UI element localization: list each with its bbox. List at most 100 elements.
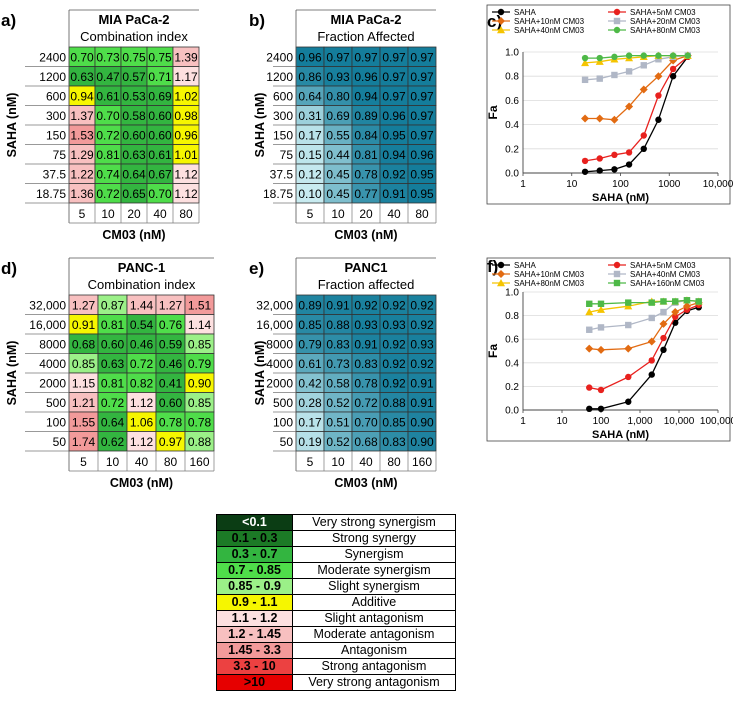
col-label: 10 — [331, 455, 345, 469]
row-label: 600 — [273, 89, 293, 103]
legend-description: Moderate synergism — [292, 562, 456, 579]
cell-value: 0.65 — [122, 187, 146, 201]
x-axis-label: CM03 (nM) — [110, 476, 173, 490]
data-point — [586, 326, 593, 333]
legend-label: SAHA+10nM CM03 — [514, 17, 585, 26]
legend-row: 1.45 - 3.3 Antagonism — [216, 642, 456, 659]
cell-value: 1.22 — [70, 167, 94, 181]
cell-value: 0.84 — [354, 128, 378, 142]
legend-description: Slight antagonism — [292, 610, 456, 627]
col-label: 5 — [80, 455, 87, 469]
row-label: 150 — [273, 128, 293, 142]
cell-value: 0.70 — [70, 50, 94, 64]
cell-value: 0.17 — [298, 415, 322, 429]
row-label: 32,000 — [256, 298, 293, 312]
col-label: 5 — [307, 455, 314, 469]
cell-value: 0.61 — [298, 357, 322, 371]
cell-value: 0.91 — [326, 298, 350, 312]
col-label: 80 — [179, 207, 193, 221]
cell-value: 0.75 — [122, 50, 146, 64]
y-axis-label: SAHA (nM) — [5, 93, 19, 158]
cell-value: 1.15 — [72, 376, 96, 390]
cell-value: 0.10 — [298, 187, 322, 201]
cell-value: 0.94 — [382, 148, 406, 162]
cell-value: 0.91 — [382, 187, 406, 201]
legend-description: Strong antagonism — [292, 658, 456, 675]
cell-value: 0.85 — [188, 337, 212, 351]
cell-value: 0.97 — [382, 70, 406, 84]
data-point — [660, 346, 667, 354]
y-tick-label: 0.2 — [505, 144, 519, 155]
cell-value: 0.60 — [159, 396, 183, 410]
data-point — [497, 270, 505, 278]
data-point — [625, 321, 632, 329]
col-label: 20 — [127, 207, 141, 221]
table-subtitle: Fraction affected — [318, 277, 415, 292]
cell-value: 0.93 — [382, 318, 406, 332]
data-point — [497, 17, 505, 25]
cell-value: 0.91 — [72, 318, 96, 332]
data-point — [497, 279, 505, 287]
col-label: 40 — [359, 455, 373, 469]
y-axis-label: Fa — [486, 105, 500, 119]
data-point — [625, 102, 634, 111]
x-tick-label: 1,000 — [627, 416, 652, 427]
cell-value: 0.97 — [410, 128, 434, 142]
legend-description: Slight synergism — [292, 578, 456, 595]
cell-value: 0.92 — [382, 376, 406, 390]
data-point — [611, 53, 618, 61]
data-point — [669, 73, 677, 80]
col-label: 40 — [387, 207, 401, 221]
cell-value: 0.91 — [410, 396, 434, 410]
cell-value: 0.86 — [298, 70, 322, 84]
legend-range: 0.3 - 0.7 — [216, 546, 293, 563]
legend-row: <0.1 Very strong synergism — [216, 514, 456, 531]
cell-value: 0.63 — [70, 70, 94, 84]
data-point — [596, 54, 603, 62]
cell-value: 0.79 — [188, 357, 212, 371]
legend-row: 0.85 - 0.9 Slight synergism — [216, 578, 456, 595]
data-point — [497, 261, 505, 269]
series-line — [585, 54, 689, 121]
cell-value: 0.92 — [410, 298, 434, 312]
col-label: 40 — [135, 455, 149, 469]
legend-description: Moderate antagonism — [292, 626, 456, 643]
row-label: 37.5 — [43, 167, 67, 181]
legend-range: >10 — [216, 674, 293, 691]
series-3: SAHA+10nM CM03 — [492, 270, 703, 354]
data-point — [581, 157, 589, 165]
x-tick-label: 1 — [520, 179, 526, 190]
data-point — [660, 334, 667, 342]
data-point — [585, 308, 594, 316]
x-axis-label: SAHA (nM) — [592, 192, 649, 204]
cell-value: 1.39 — [174, 50, 198, 64]
cell-value: 0.63 — [101, 357, 125, 371]
cell-value: 0.75 — [148, 50, 172, 64]
legend-description: Synergism — [292, 546, 456, 563]
legend-row: 0.3 - 0.7 Synergism — [216, 546, 456, 563]
data-point — [597, 345, 605, 354]
data-point — [586, 300, 593, 307]
table-title: MIA PaCa-2 — [98, 12, 169, 27]
table-title: MIA PaCa-2 — [330, 12, 401, 27]
heatmap-cell — [407, 183, 437, 204]
cell-value: 0.92 — [382, 167, 406, 181]
cell-value: 0.73 — [96, 50, 120, 64]
cell-value: 0.78 — [354, 376, 378, 390]
legend-range: 1.45 - 3.3 — [216, 642, 293, 659]
col-label: 40 — [153, 207, 167, 221]
series-2: SAHA+5nM CM03 — [581, 8, 696, 165]
y-axis-label: SAHA (nM) — [5, 341, 19, 406]
data-point — [581, 114, 590, 123]
cell-value: 0.97 — [410, 109, 434, 123]
y-tick-label: 0.0 — [505, 406, 519, 417]
col-label: 10 — [101, 207, 115, 221]
x-tick-label: 10,000 — [664, 416, 695, 427]
heatmap-cell — [407, 431, 437, 452]
cell-value: 0.17 — [298, 128, 322, 142]
data-point — [660, 298, 667, 305]
data-point — [625, 398, 632, 405]
cell-value: 1.17 — [174, 70, 198, 84]
data-point — [672, 319, 679, 326]
y-tick-label: 1.0 — [505, 288, 519, 299]
